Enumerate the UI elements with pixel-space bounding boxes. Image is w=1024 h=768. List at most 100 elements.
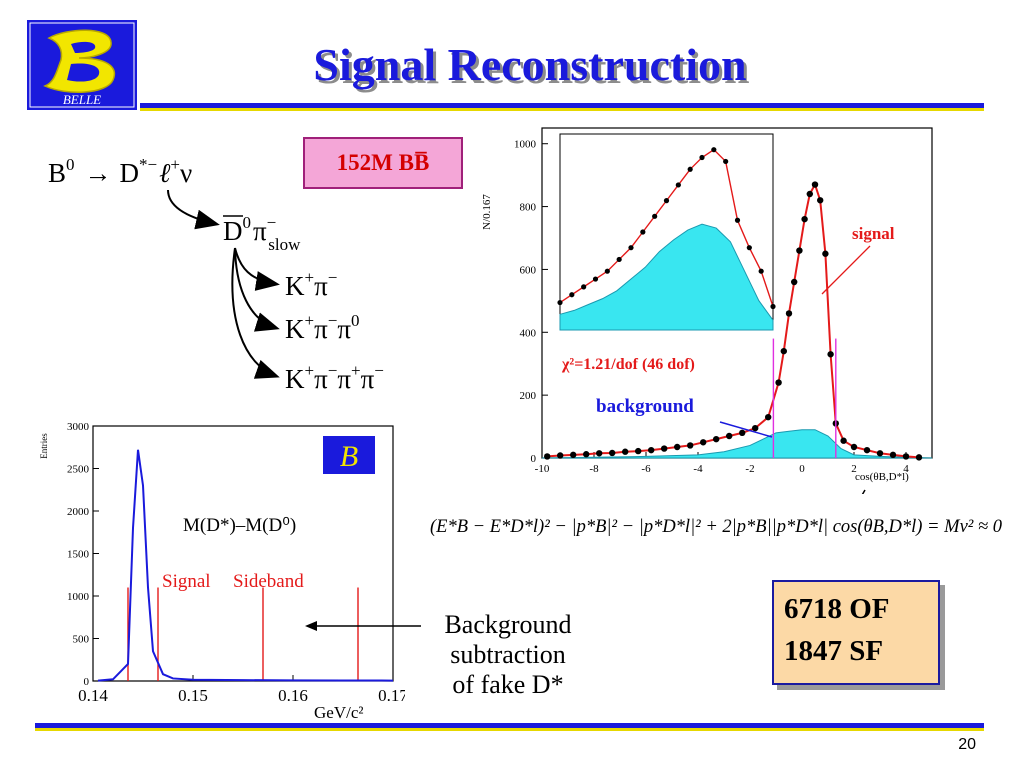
dzero: D — [223, 216, 243, 246]
inset-data-point — [734, 217, 741, 223]
neutrino: ν — [180, 158, 192, 188]
cos-data-point — [583, 451, 590, 458]
dstar-sup: *− — [139, 155, 157, 174]
signal-pointer — [821, 245, 871, 295]
bg-note-line3: of fake D* — [452, 670, 564, 699]
inset-data-point — [770, 303, 776, 310]
bg-note-arrow — [305, 621, 421, 631]
mass-xtick-label: 0.16 — [278, 686, 308, 705]
lepton-sup: + — [170, 155, 180, 174]
inset-data-point — [746, 245, 752, 251]
cos-data-point — [648, 446, 655, 454]
inset-data-point — [675, 182, 681, 188]
mode-k3pi: K+π−π+π− — [285, 361, 384, 394]
mass-ytick-label: 1000 — [67, 591, 90, 603]
mass-histogram — [97, 449, 394, 682]
mass-ytick-label: 2000 — [67, 506, 90, 518]
cos-data-point — [557, 452, 564, 459]
decay-top-line: B0 → D*−ℓ+ν — [48, 155, 192, 188]
mass-ytick-label: 2500 — [67, 464, 90, 476]
cos-data-point — [622, 448, 629, 455]
cos-data-point — [635, 447, 642, 455]
inset-data-point — [699, 154, 705, 161]
arrow-mode1 — [234, 247, 280, 291]
logo-caption: BELLE — [63, 92, 101, 107]
lepton: ℓ — [159, 158, 171, 188]
cos-data-point — [915, 454, 923, 461]
mass-xtick-label: 0.17 — [378, 686, 405, 705]
cos-xtick-label: -2 — [745, 463, 754, 475]
cos-data-point — [785, 310, 793, 317]
page-number: 20 — [958, 736, 976, 753]
dstar: D — [120, 158, 140, 188]
cos-data-point — [700, 439, 707, 446]
formula-text: (E*B − E*D*l)² − |p*B|² − |p*D*l|² + 2|p… — [430, 516, 1002, 537]
arrow-mode2 — [234, 247, 280, 332]
cos-ytick-label: 200 — [520, 390, 537, 402]
cos-data-point — [775, 379, 782, 386]
cos-xtick-label: 0 — [799, 463, 805, 475]
cos-ytick-label: 400 — [520, 327, 537, 339]
cos-data-point — [822, 250, 829, 257]
bg-note-line1: Background — [444, 610, 572, 639]
mass-window-lines — [127, 587, 359, 681]
mass-xunit: GeV/c² — [314, 703, 363, 722]
cos-bg-area — [541, 429, 933, 459]
dzero-sup: 0 — [243, 213, 252, 232]
mass-logo-letter: B — [340, 440, 358, 473]
cos-data-point — [801, 215, 808, 223]
inset-data-points — [557, 147, 776, 310]
cos-data-point — [889, 451, 897, 459]
arrow-mode3 — [231, 247, 280, 379]
cos-data-point — [544, 453, 551, 460]
decay-second-line: D0π− slow — [223, 213, 301, 254]
inset-data-point — [663, 198, 670, 204]
cos-data-point — [840, 437, 847, 444]
event-counts-box: 6718 OF 1847 SF — [772, 580, 940, 685]
background-label: background — [596, 396, 694, 417]
cos-ytick-label: 1000 — [514, 139, 537, 151]
inset-data-point — [628, 245, 634, 251]
inset-data-point — [723, 158, 729, 165]
pion-sup: − — [267, 213, 277, 232]
cos-data-point — [765, 413, 772, 421]
cos-x-ticks: -10 -8 -6 -4 -2 0 2 4 — [535, 452, 909, 475]
count-sf: 1847 SF — [784, 635, 884, 667]
mass-xtick-label: 0.15 — [178, 686, 208, 705]
mass-signal-label: Signal — [162, 571, 211, 592]
cos-data-point — [674, 443, 681, 451]
signal-label: signal — [852, 224, 895, 243]
cos-data-point — [817, 197, 824, 204]
cos-data-point — [791, 278, 798, 286]
cos-data-point — [827, 351, 834, 358]
mode-kpipi0: K+π−π0 — [285, 311, 359, 344]
cos-ytick-label: 600 — [520, 264, 537, 276]
title-rule — [140, 103, 984, 111]
cos-data-point — [713, 435, 720, 443]
inset-data-point — [581, 284, 587, 290]
footer-rule — [35, 723, 984, 731]
inset-bg-area — [559, 223, 774, 331]
inset-data-point — [604, 268, 610, 274]
mass-x-ticks: 0.14 0.15 0.16 0.17 — [78, 675, 405, 705]
cos-data-point — [876, 450, 884, 457]
cos-xlabel: cos(θB,D*l) — [855, 471, 909, 483]
background-subtraction-note: Background subtraction of fake D* — [408, 610, 608, 700]
mode-kpi: K+π− — [285, 268, 337, 301]
cos-data-point — [687, 442, 694, 449]
inset-data-point — [652, 213, 658, 219]
mass-ytick-label: 1500 — [67, 549, 90, 561]
cos-data-point — [806, 190, 813, 198]
mass-logo — [323, 436, 375, 474]
cos-xtick-label: -10 — [535, 463, 550, 475]
cos-data-point — [780, 347, 787, 355]
mass-ylabel: Entries — [39, 433, 49, 459]
cos-data-point — [850, 443, 858, 451]
xlabel-arrow — [861, 489, 866, 494]
cos-xtick-label: 4 — [903, 463, 909, 475]
chi2-label: χ²=1.21/dof (46 dof) — [561, 356, 695, 373]
cos-xtick-label: -8 — [589, 463, 599, 475]
pion-slow: π — [253, 216, 267, 246]
cos-data-point — [902, 453, 910, 460]
